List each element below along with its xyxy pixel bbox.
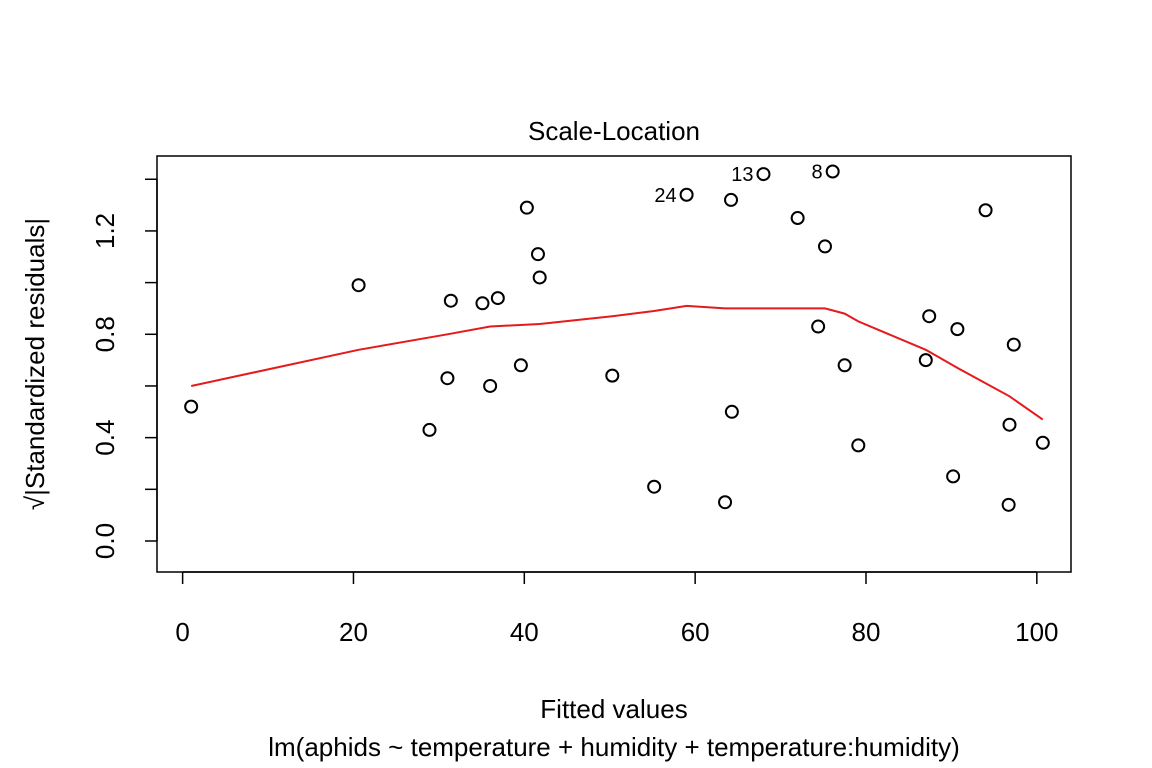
model-formula-subtitle: lm(aphids ~ temperature + humidity + tem… [268, 732, 959, 762]
x-tick-label: 100 [1015, 617, 1058, 647]
data-point [1001, 497, 1016, 512]
data-point [422, 422, 437, 437]
data-point [679, 187, 694, 202]
data-point [519, 200, 534, 215]
point-label: 13 [731, 164, 753, 186]
data-point [718, 495, 733, 510]
data-point [513, 358, 528, 373]
data-point [790, 211, 805, 226]
y-tick-label: 0.4 [90, 420, 120, 456]
data-point [918, 353, 933, 368]
smooth-trend-line [190, 304, 1044, 421]
data-point [490, 291, 505, 306]
data-point [724, 192, 739, 207]
data-point [647, 479, 662, 494]
x-tick-label: 20 [339, 617, 368, 647]
chart-title: Scale-Location [528, 116, 700, 146]
x-tick-label: 0 [175, 617, 189, 647]
data-point [443, 293, 458, 308]
data-point [530, 247, 545, 262]
y-axis-title: √|Standardized residuals| [20, 218, 50, 510]
smooth-line-layer [190, 304, 1044, 421]
data-point [532, 270, 547, 285]
data-point [475, 296, 490, 311]
data-point [184, 399, 199, 414]
y-tick-label: 0.0 [90, 523, 120, 559]
data-point [1006, 337, 1021, 352]
data-point [978, 203, 993, 218]
data-point [851, 438, 866, 453]
data-point [440, 371, 455, 386]
data-point [1035, 435, 1050, 450]
x-axis-title: Fitted values [540, 694, 687, 724]
data-point [811, 319, 826, 334]
data-point [605, 368, 620, 383]
data-point [922, 309, 937, 324]
data-point [351, 278, 366, 293]
data-point [817, 239, 832, 254]
data-point [837, 358, 852, 373]
y-tick-label: 1.2 [90, 213, 120, 249]
data-point [756, 167, 771, 182]
data-point [825, 164, 840, 179]
point-label: 8 [812, 162, 823, 184]
data-point [1002, 417, 1017, 432]
data-point [483, 378, 498, 393]
point-label: 24 [654, 185, 676, 207]
x-tick-label: 80 [852, 617, 881, 647]
points-layer: 24 13 8 [184, 162, 1050, 512]
data-point [946, 469, 961, 484]
data-point [724, 404, 739, 419]
x-tick-label: 40 [510, 617, 539, 647]
y-tick-label: 0.8 [90, 316, 120, 352]
y-axis: 0.0 0.4 0.8 1.2 [90, 178, 158, 559]
data-point [950, 322, 965, 337]
x-tick-label: 60 [681, 617, 710, 647]
x-axis: 0 20 40 60 80 100 [175, 571, 1059, 647]
